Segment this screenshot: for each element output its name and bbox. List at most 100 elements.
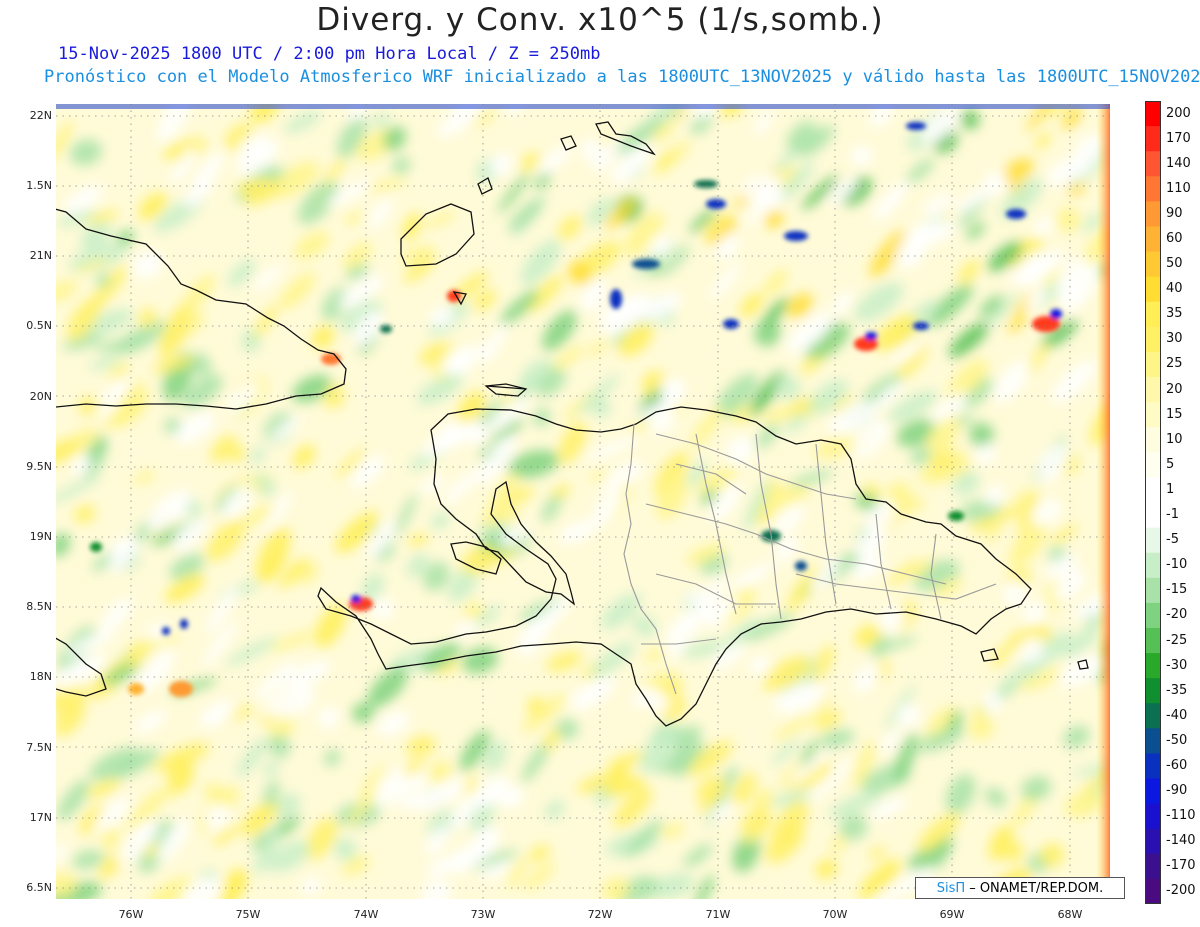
field-cell <box>829 177 858 205</box>
field-cell <box>79 309 134 338</box>
field-cell <box>648 404 676 434</box>
field-cell <box>96 376 128 424</box>
lat-label: 9.5N <box>26 460 52 473</box>
field-cell <box>689 208 717 233</box>
field-cell <box>1051 524 1078 544</box>
field-cell <box>147 490 192 533</box>
field-cell <box>892 342 922 365</box>
field-cell <box>710 263 741 300</box>
field-cell <box>103 664 136 686</box>
field-cell <box>568 260 592 285</box>
field-cell <box>1056 257 1088 295</box>
field-cell <box>108 389 150 428</box>
lat-label: 17N <box>29 811 52 824</box>
field-cell <box>896 419 936 447</box>
field-cell <box>268 734 291 758</box>
field-cell <box>1063 725 1090 749</box>
lat-label: 8.5N <box>26 600 52 613</box>
field-cell <box>885 684 916 730</box>
colorbar-label: -50 <box>1166 732 1188 748</box>
field-cell <box>241 329 261 353</box>
field-cell <box>618 322 654 356</box>
field-cell <box>1027 289 1046 310</box>
colorbar-swatch <box>1145 853 1161 880</box>
field-cell <box>690 406 723 449</box>
field-cell <box>321 287 348 321</box>
lat-label: 21N <box>29 249 52 262</box>
field-cell <box>74 428 98 445</box>
field-cell <box>311 325 335 350</box>
chart-title: Diverg. y Conv. x10^5 (1/s,somb.) <box>316 2 884 38</box>
field-cell <box>747 370 785 418</box>
field-cell <box>480 859 512 880</box>
field-cell <box>985 292 1019 329</box>
field-cell <box>688 576 726 627</box>
field-cell <box>870 796 907 820</box>
field-cell <box>747 187 773 227</box>
field-cell <box>56 210 98 227</box>
colorbar-swatch <box>1145 728 1161 754</box>
field-cell <box>269 631 316 651</box>
field-cell <box>911 557 933 579</box>
field-cell <box>999 158 1034 187</box>
field-cell <box>279 559 306 589</box>
field-cell <box>577 770 629 793</box>
field-cell <box>577 373 620 415</box>
colorbar-label: -20 <box>1166 607 1188 623</box>
field-cell <box>581 137 605 161</box>
field-cell <box>449 791 482 831</box>
field-extreme <box>632 259 660 269</box>
colorbar-swatch <box>1145 326 1161 353</box>
field-cell <box>190 352 212 377</box>
field-cell <box>227 259 256 287</box>
field-cell <box>933 578 964 598</box>
field-extreme <box>854 337 878 351</box>
field-cell <box>587 338 610 357</box>
field-cell <box>206 585 238 635</box>
credit-box: SisΠ – ONAMET/REP.DOM. <box>915 877 1125 899</box>
field-cell <box>784 412 808 434</box>
field-cell <box>63 184 103 214</box>
field-cell <box>1018 637 1045 663</box>
field-cell <box>334 837 357 861</box>
field-cell <box>392 156 411 175</box>
colorbar-swatch <box>1145 427 1161 453</box>
credit-text: – ONAMET/REP.DOM. <box>969 880 1104 896</box>
colorbar-label: 1 <box>1166 481 1175 497</box>
field-cell <box>854 624 882 648</box>
field-cell <box>508 197 544 232</box>
field-cell <box>244 179 282 206</box>
colorbar-swatch <box>1145 301 1161 328</box>
field-cell <box>472 604 501 630</box>
field-cell <box>132 250 163 280</box>
field-cell <box>777 161 815 204</box>
field-cell <box>124 789 165 837</box>
field-cell <box>546 650 582 672</box>
field-cell <box>906 158 935 183</box>
field-cell <box>351 702 375 723</box>
field-cell <box>157 819 190 862</box>
field-cell <box>225 637 279 666</box>
colorbar <box>1145 101 1161 904</box>
colorbar-label: -10 <box>1166 557 1188 573</box>
field-cell <box>236 737 268 778</box>
colorbar-swatch <box>1145 653 1161 679</box>
lat-label: 19N <box>29 530 52 543</box>
colorbar-label: -60 <box>1166 757 1188 773</box>
field-cell <box>421 642 461 672</box>
field-cell <box>896 703 920 728</box>
field-cell <box>1058 291 1082 306</box>
field-cell <box>1008 237 1044 270</box>
field-extreme <box>784 231 808 241</box>
field-cell <box>152 355 195 373</box>
field-cell <box>444 421 486 445</box>
field-cell <box>254 660 298 700</box>
field-cell <box>1008 521 1048 568</box>
field-cell <box>740 810 772 836</box>
field-cell <box>427 810 458 839</box>
field-cell <box>115 321 168 354</box>
field-cell <box>256 527 291 583</box>
field-top-edge <box>56 104 1110 109</box>
field-cell <box>326 179 373 207</box>
field-cell <box>710 481 741 522</box>
